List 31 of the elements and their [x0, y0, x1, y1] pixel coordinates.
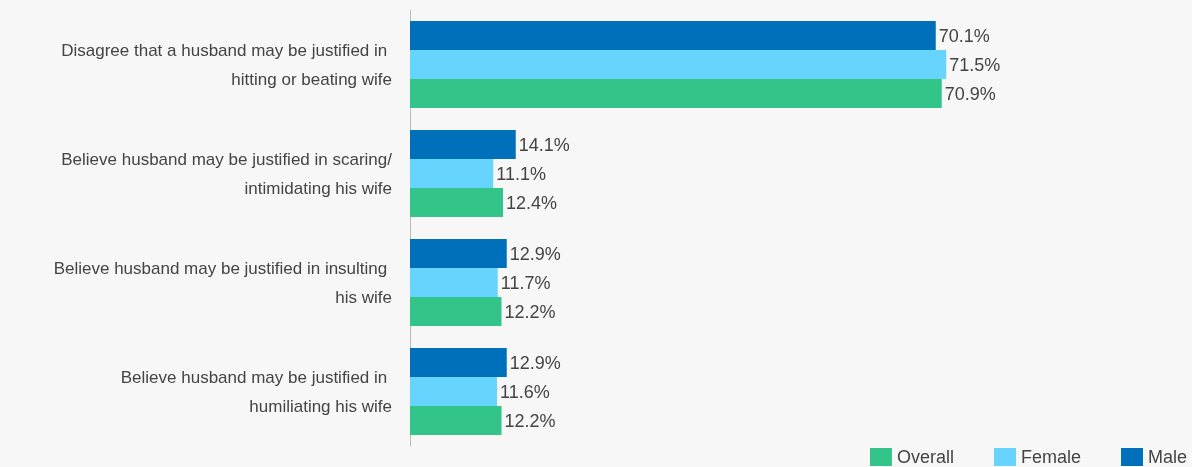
bar: [410, 348, 507, 377]
data-label: 12.2%: [504, 410, 556, 431]
data-label: 11.1%: [496, 163, 546, 184]
data-label: 71.5%: [949, 54, 1001, 75]
bar: [410, 239, 507, 268]
data-label: 12.9%: [509, 352, 561, 373]
y-tick-label: Believe husband may be justified in insulting his wife: [53, 258, 392, 307]
legend-label: Overall: [896, 447, 954, 467]
y-tick-label: Disagree that a husband may be justified in hitting or beating wife: [61, 40, 392, 89]
bar: [410, 377, 497, 406]
bar: [410, 188, 503, 217]
data-label: 70.1%: [938, 25, 990, 46]
legend-label: Male: [1147, 447, 1187, 467]
data-label: 11.6%: [500, 381, 550, 402]
legend-label: Female: [1020, 447, 1081, 467]
data-label: 14.1%: [518, 134, 570, 155]
data-label: 12.9%: [509, 243, 561, 264]
y-tick-label: Believe husband may be justified in humiliating his wife: [120, 367, 392, 416]
bar: [410, 406, 502, 435]
data-label: 12.4%: [506, 192, 558, 213]
y-tick-label: Believe husband may be justified in scaring/intimidating his wife: [61, 149, 393, 198]
bar: [410, 79, 942, 108]
data-label: 12.2%: [504, 301, 556, 322]
bar: [410, 297, 502, 326]
bar: [410, 130, 516, 159]
bar: [410, 50, 947, 79]
bar: [410, 159, 494, 188]
data-label: 11.7%: [500, 272, 551, 293]
bar: [410, 268, 498, 297]
bar: [410, 21, 936, 50]
data-label: 70.9%: [944, 83, 996, 104]
